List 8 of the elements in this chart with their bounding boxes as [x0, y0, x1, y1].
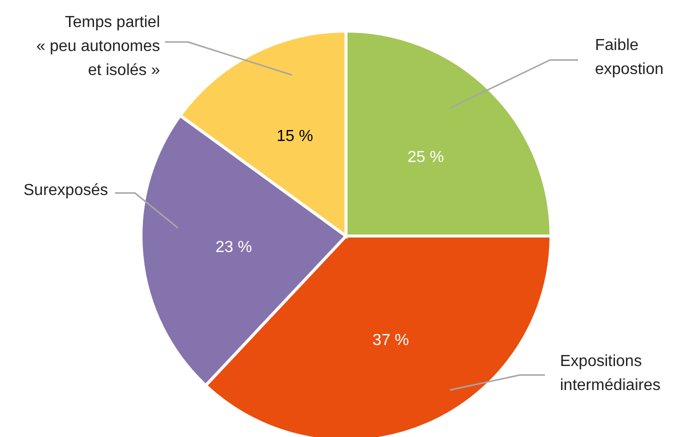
data-label: 15 % [276, 128, 314, 146]
data-label: 37 % [372, 332, 410, 350]
data-label: 25 % [407, 148, 444, 166]
slice-label: Surexposés [24, 182, 108, 199]
data-label: 23 % [216, 239, 252, 256]
slice-label: Expositions intermédiaires [560, 353, 660, 394]
slice-label: Temps partiel « peu autonomes et isolés » [36, 14, 160, 79]
slice-label: Faible expostion [595, 37, 664, 78]
